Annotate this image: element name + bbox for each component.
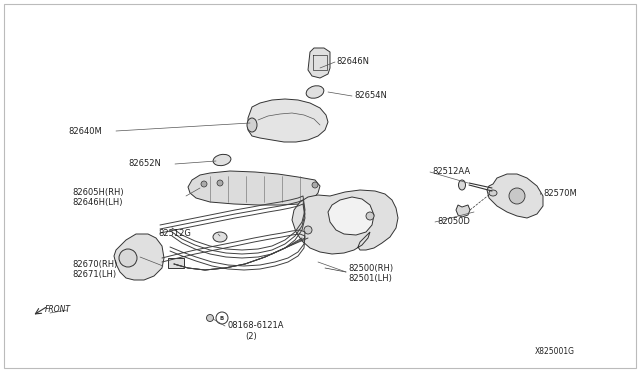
Ellipse shape	[489, 190, 497, 196]
Polygon shape	[248, 99, 328, 142]
Text: 82050D: 82050D	[437, 218, 470, 227]
Polygon shape	[487, 174, 543, 218]
Circle shape	[201, 181, 207, 187]
Polygon shape	[308, 48, 330, 78]
Polygon shape	[456, 205, 470, 217]
Circle shape	[304, 226, 312, 234]
Polygon shape	[292, 190, 398, 254]
Ellipse shape	[247, 118, 257, 132]
Text: 82570M: 82570M	[543, 189, 577, 199]
Circle shape	[509, 188, 525, 204]
Text: FRONT: FRONT	[45, 305, 71, 314]
Text: 82500(RH): 82500(RH)	[348, 263, 393, 273]
Circle shape	[366, 212, 374, 220]
Circle shape	[119, 249, 137, 267]
Ellipse shape	[213, 232, 227, 242]
Text: 82646N: 82646N	[336, 58, 369, 67]
Polygon shape	[328, 197, 374, 235]
Polygon shape	[188, 171, 320, 205]
Text: 82512G: 82512G	[158, 230, 191, 238]
Text: 82646H(LH): 82646H(LH)	[72, 198, 122, 206]
Bar	[168, 258, 184, 268]
Text: 82670(RH): 82670(RH)	[72, 260, 117, 269]
Text: X825001G: X825001G	[535, 347, 575, 356]
Ellipse shape	[207, 314, 214, 321]
Ellipse shape	[458, 180, 465, 190]
Text: 82605H(RH): 82605H(RH)	[72, 187, 124, 196]
Polygon shape	[114, 234, 164, 280]
Ellipse shape	[213, 154, 231, 166]
Circle shape	[217, 180, 223, 186]
Circle shape	[312, 182, 318, 188]
Text: B: B	[220, 315, 224, 321]
Text: 08168-6121A: 08168-6121A	[228, 321, 285, 330]
Ellipse shape	[306, 86, 324, 98]
Text: 82501(LH): 82501(LH)	[348, 273, 392, 282]
Text: 82640M: 82640M	[68, 126, 102, 135]
Text: 82671(LH): 82671(LH)	[72, 269, 116, 279]
Text: 82652N: 82652N	[128, 160, 161, 169]
Text: (2): (2)	[245, 331, 257, 340]
Text: 82512AA: 82512AA	[432, 167, 470, 176]
Text: 82654N: 82654N	[354, 92, 387, 100]
